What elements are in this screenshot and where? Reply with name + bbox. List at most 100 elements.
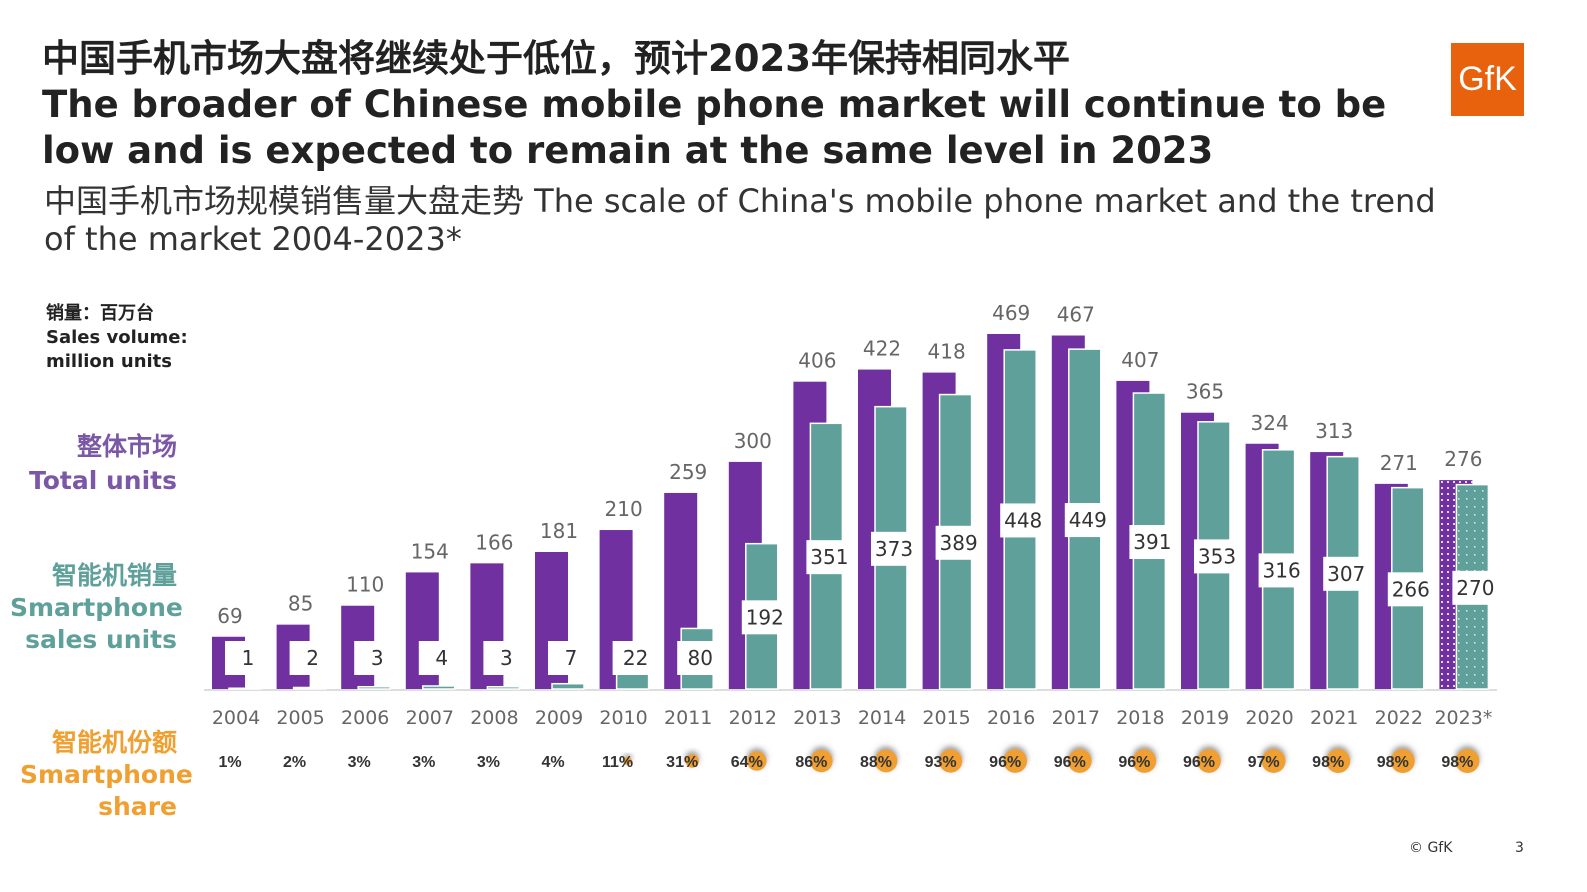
legend-smart-cn: 智能机销量: [51, 561, 177, 590]
label-smartphone: 270: [1456, 576, 1494, 600]
legend-share-cn: 智能机份额: [51, 728, 177, 757]
label-box: [225, 641, 271, 675]
label-box: [612, 641, 659, 675]
share-label: 98%: [1441, 754, 1473, 771]
legend-smart: 智能机销量 Smartphone sales units: [0, 560, 183, 656]
tick-label: 2023*: [1434, 707, 1492, 729]
unit-en: Sales volume: million units: [46, 327, 188, 372]
title: 中国手机市场大盘将继续处于低位，预计2023年保持相同水平 The broade…: [42, 36, 1432, 174]
label-box: [806, 540, 853, 575]
tick-label: 2022: [1375, 707, 1423, 729]
label-smartphone: 448: [1004, 508, 1042, 532]
bar-smartphone: [357, 685, 391, 690]
tick-label: 2016: [987, 707, 1035, 729]
label-total: 469: [992, 301, 1030, 325]
share-label: 3%: [477, 754, 500, 771]
share-bubble: [1455, 749, 1480, 773]
bar-smartphone: [422, 685, 456, 690]
share-bubble: [1067, 749, 1092, 773]
label-total: 422: [863, 337, 901, 361]
share-bubble: [623, 756, 632, 766]
tick-label: 2020: [1245, 707, 1293, 729]
label-total: 467: [1057, 303, 1095, 327]
label-total: 407: [1121, 348, 1159, 372]
bar-smartphone: [551, 682, 585, 690]
share-label: 96%: [1183, 754, 1215, 771]
label-smartphone: 449: [1069, 508, 1107, 532]
tick-label: 2010: [599, 707, 647, 729]
title-en: The broader of Chinese mobile phone mark…: [42, 83, 1387, 172]
tick-label: 2017: [1052, 707, 1100, 729]
bar-smartphone: [292, 686, 327, 690]
share-bubble: [747, 751, 767, 771]
label-smartphone: 307: [1327, 562, 1365, 586]
tick-label: 2012: [729, 707, 777, 729]
share-bubble: [1390, 749, 1415, 773]
label-total: 313: [1315, 419, 1353, 443]
share-bubble: [1132, 749, 1157, 773]
tick-label: 2009: [535, 707, 583, 729]
subtitle: 中国手机市场规模销售量大盘走势 The scale of China's mob…: [44, 182, 1436, 258]
legend-total-en: Total units: [29, 466, 177, 495]
title-cn: 中国手机市场大盘将继续处于低位，预计2023年保持相同水平: [42, 37, 1070, 80]
label-total: 406: [798, 349, 836, 373]
label-smartphone: 353: [1198, 544, 1236, 568]
share-label: 96%: [1118, 754, 1150, 771]
tick-label: 2007: [406, 707, 454, 729]
label-smartphone: 4: [435, 646, 448, 670]
legend-smart-en: Smartphone sales units: [10, 593, 183, 654]
label-smartphone: 266: [1392, 577, 1430, 601]
label-total: 418: [928, 340, 966, 364]
tick-label: 2004: [212, 707, 260, 729]
share-label: 64%: [731, 754, 763, 771]
share-label: 86%: [795, 754, 827, 771]
tick-label: 2011: [664, 707, 712, 729]
label-box: [1064, 503, 1111, 538]
gfk-logo: GfK: [1451, 43, 1524, 116]
label-total: 324: [1251, 411, 1289, 435]
label-smartphone: 7: [565, 646, 578, 670]
label-smartphone: 391: [1133, 530, 1171, 554]
tick-label: 2015: [922, 707, 970, 729]
label-smartphone: 192: [746, 605, 784, 629]
share-bubble: [874, 749, 898, 773]
tick-label: 2013: [793, 707, 841, 729]
label-total: 85: [288, 592, 313, 616]
label-box: [741, 600, 788, 635]
label-smartphone: 80: [687, 646, 712, 670]
share-label: 11%: [602, 754, 633, 771]
label-box: [548, 641, 594, 675]
tick-label: 2005: [276, 707, 324, 729]
bar-smartphone: [228, 687, 262, 690]
share-label: 96%: [1054, 754, 1086, 771]
label-smartphone: 373: [875, 537, 913, 561]
share-label: 1%: [218, 754, 241, 771]
label-total: 154: [411, 539, 449, 563]
label-box: [1000, 503, 1047, 538]
label-box: [418, 641, 465, 675]
label-smartphone: 22: [623, 646, 648, 670]
share-bubble: [1326, 749, 1351, 773]
label-box: [1194, 539, 1240, 574]
share-bubble: [1261, 749, 1286, 773]
share-bubble: [685, 754, 699, 768]
label-box: [483, 641, 530, 675]
label-smartphone: 3: [371, 646, 384, 670]
label-total: 271: [1380, 451, 1418, 475]
unit-cn: 销量：百万台: [46, 303, 154, 324]
share-bubble: [810, 749, 833, 773]
label-box: [935, 525, 982, 560]
page-number: 3: [1515, 840, 1524, 856]
label-total: 210: [605, 497, 643, 521]
label-total: 276: [1444, 447, 1482, 471]
label-smartphone: 3: [500, 646, 513, 670]
share-bubble: [938, 749, 963, 773]
label-total: 166: [475, 530, 513, 554]
label-smartphone: 2: [306, 646, 319, 670]
share-label: 31%: [666, 754, 698, 771]
label-box: [354, 641, 401, 675]
share-bubble: [1003, 749, 1028, 773]
unit-label: 销量：百万台 Sales volume: million units: [46, 302, 196, 374]
